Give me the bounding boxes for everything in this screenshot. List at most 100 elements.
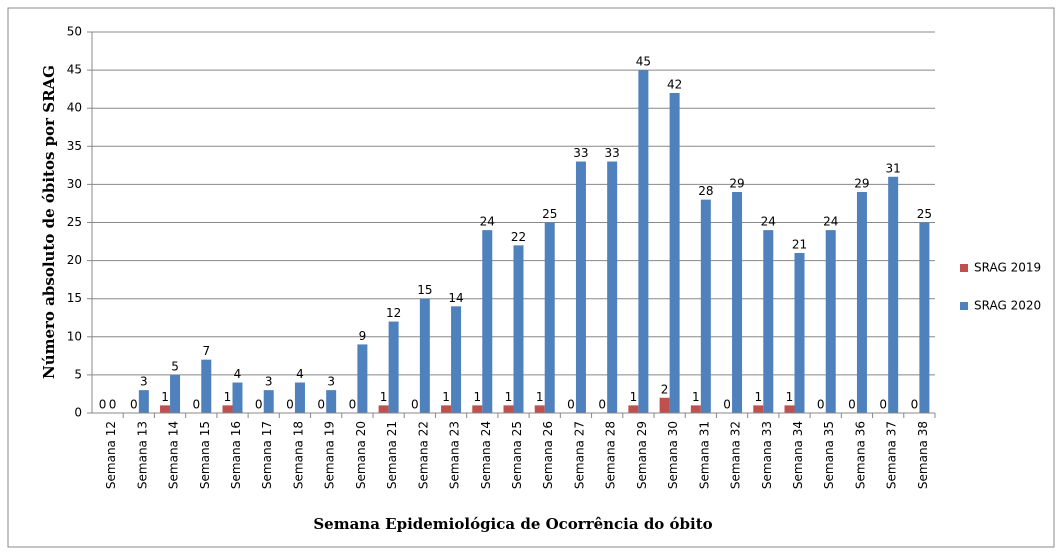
data-label: 0 [723, 398, 731, 412]
bar [700, 199, 711, 413]
data-label: 1 [473, 390, 481, 404]
data-label: 1 [630, 390, 638, 404]
data-label: 1 [442, 390, 450, 404]
bar [513, 245, 524, 413]
data-label: 0 [317, 398, 325, 412]
bar [753, 405, 764, 413]
bar [441, 405, 452, 413]
data-label: 4 [296, 367, 304, 381]
data-label: 25 [917, 207, 932, 221]
bar [138, 390, 149, 413]
y-tick-label: 20 [67, 253, 82, 267]
legend-swatch [960, 264, 968, 272]
bar [326, 390, 337, 413]
data-label: 0 [598, 398, 606, 412]
x-tick-label: Semana 35 [822, 421, 836, 489]
data-label: 22 [511, 230, 526, 244]
data-label: 0 [848, 398, 856, 412]
bar [534, 405, 545, 413]
data-label: 0 [255, 398, 263, 412]
data-label: 42 [667, 77, 682, 91]
y-tick-label: 50 [67, 25, 82, 39]
data-label: 15 [417, 283, 432, 297]
bar [888, 176, 899, 413]
data-label: 25 [542, 207, 557, 221]
bar [628, 405, 639, 413]
x-tick-label: Semana 29 [635, 421, 649, 489]
bar [451, 306, 462, 413]
bar [669, 92, 680, 414]
legend-label: SRAG 2020 [974, 299, 1041, 313]
y-tick-label: 0 [74, 406, 82, 420]
bar [378, 405, 389, 413]
bar [575, 161, 586, 413]
data-label: 28 [698, 184, 713, 198]
x-tick-label: Semana 12 [104, 421, 118, 489]
data-label: 0 [192, 398, 200, 412]
x-tick-label: Semana 33 [760, 421, 774, 489]
data-label: 21 [792, 237, 807, 251]
data-label: 3 [327, 375, 335, 389]
x-tick-label: Semana 25 [510, 421, 524, 489]
bar [732, 192, 743, 413]
data-label: 29 [854, 177, 869, 191]
y-tick-label: 15 [67, 291, 82, 305]
bar [482, 230, 493, 413]
bar [659, 397, 670, 413]
bar [170, 374, 181, 413]
data-label: 45 [636, 55, 651, 69]
data-label: 9 [359, 329, 367, 343]
data-label: 33 [605, 146, 620, 160]
x-tick-label: Semana 20 [354, 421, 368, 489]
data-label: 1 [224, 390, 232, 404]
y-tick-label: 25 [67, 215, 82, 229]
data-label: 0 [99, 398, 107, 412]
data-label: 0 [879, 398, 887, 412]
x-tick-label: Semana 19 [323, 421, 337, 489]
x-tick-label: Semana 26 [541, 421, 555, 489]
data-label: 5 [171, 359, 179, 373]
x-tick-label: Semana 30 [666, 421, 680, 489]
bar [263, 390, 274, 413]
data-label: 29 [729, 177, 744, 191]
data-label: 1 [786, 390, 794, 404]
data-label: 24 [823, 215, 838, 229]
data-label: 0 [567, 398, 575, 412]
bar [794, 252, 805, 413]
x-tick-label: Semana 32 [729, 421, 743, 489]
y-tick-label: 35 [67, 139, 82, 153]
data-label: 3 [265, 375, 273, 389]
bar [607, 161, 618, 413]
legend-label: SRAG 2019 [974, 261, 1041, 275]
bar [544, 222, 555, 413]
data-label: 1 [754, 390, 762, 404]
bar [160, 405, 171, 413]
x-tick-label: Semana 36 [853, 421, 867, 489]
data-label: 1 [536, 390, 544, 404]
data-label: 2 [661, 382, 669, 396]
x-tick-label: Semana 28 [604, 421, 618, 489]
bar [638, 70, 649, 413]
data-label: 4 [234, 367, 242, 381]
data-label: 1 [692, 390, 700, 404]
x-tick-label: Semana 15 [198, 421, 212, 489]
data-label: 0 [911, 398, 919, 412]
x-tick-label: Semana 38 [916, 421, 930, 489]
bar [825, 230, 836, 413]
data-label: 12 [386, 306, 401, 320]
y-tick-label: 10 [67, 329, 82, 343]
x-tick-label: Semana 27 [572, 421, 586, 489]
data-label: 0 [817, 398, 825, 412]
bar [294, 382, 305, 413]
data-label: 14 [448, 291, 463, 305]
y-tick-label: 5 [74, 367, 82, 381]
x-tick-label: Semana 22 [416, 421, 430, 489]
data-label: 33 [573, 146, 588, 160]
bar [856, 192, 867, 413]
y-tick-label: 30 [67, 177, 82, 191]
x-tick-label: Semana 14 [167, 421, 181, 489]
bar [690, 405, 701, 413]
bar [919, 222, 930, 413]
bar [232, 382, 243, 413]
y-axis-title: Número absoluto de óbitos por SRAG [40, 65, 58, 379]
